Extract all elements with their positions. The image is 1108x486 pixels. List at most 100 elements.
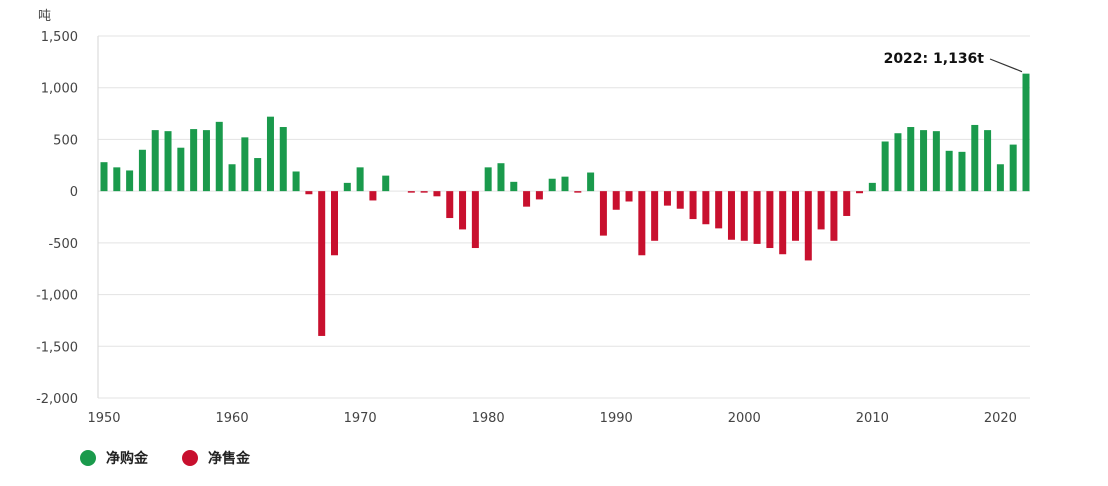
x-tick-label: 2010 bbox=[856, 411, 889, 426]
bar-2021 bbox=[1009, 144, 1017, 192]
bar-1988 bbox=[587, 172, 595, 192]
y-tick-label: -2,000 bbox=[36, 392, 78, 407]
bar-1978 bbox=[459, 191, 467, 230]
bar-2015 bbox=[932, 131, 940, 192]
bar-1952 bbox=[126, 170, 134, 192]
bar-1967 bbox=[318, 191, 326, 336]
y-tick-label: -1,500 bbox=[36, 340, 78, 355]
bar-2014 bbox=[920, 130, 928, 192]
bars bbox=[100, 73, 1030, 336]
bar-2006 bbox=[817, 191, 825, 230]
bar-1975 bbox=[420, 191, 428, 193]
bar-2004 bbox=[792, 191, 799, 241]
bar-1950 bbox=[100, 162, 108, 192]
legend: 净购金 净售金 bbox=[80, 448, 250, 468]
bar-1966 bbox=[305, 191, 313, 195]
legend-label-net-purchase: 净购金 bbox=[106, 451, 148, 467]
bar-1982 bbox=[510, 181, 518, 192]
bar-2009 bbox=[856, 191, 864, 194]
bar-1965 bbox=[292, 171, 300, 192]
bar-2020 bbox=[996, 164, 1004, 192]
bar-1964 bbox=[279, 127, 287, 192]
bar-2019 bbox=[984, 130, 992, 192]
bar-1954 bbox=[151, 130, 159, 192]
bar-1955 bbox=[164, 131, 172, 192]
bar-1992 bbox=[638, 191, 646, 256]
bar-1972 bbox=[382, 175, 390, 192]
bar-2002 bbox=[766, 191, 774, 249]
bar-1960 bbox=[228, 164, 236, 192]
bar-2008 bbox=[843, 191, 851, 216]
bar-1970 bbox=[356, 167, 364, 192]
bar-1959 bbox=[215, 121, 223, 192]
bar-2007 bbox=[830, 191, 838, 241]
legend-item-net-sale: 净售金 bbox=[182, 448, 250, 468]
bar-1984 bbox=[535, 191, 543, 200]
y-tick-label: -500 bbox=[48, 237, 78, 252]
x-tick-label: 2000 bbox=[728, 411, 761, 426]
bar-1981 bbox=[497, 163, 505, 192]
bar-1962 bbox=[254, 158, 262, 192]
bar-1993 bbox=[651, 191, 659, 241]
bar-2016 bbox=[945, 150, 953, 192]
bar-2013 bbox=[907, 127, 915, 192]
x-tick-label: 1950 bbox=[87, 411, 120, 426]
bar-1953 bbox=[138, 149, 146, 192]
x-axis-ticks: 1950 1960 1970 1980 1990 2000 2010 2020 bbox=[87, 411, 1016, 426]
y-axis-unit: 吨 bbox=[38, 9, 51, 24]
bar-1971 bbox=[369, 191, 377, 201]
bar-1986 bbox=[561, 176, 569, 192]
y-tick-label: -1,000 bbox=[36, 289, 78, 304]
legend-dot-green bbox=[80, 450, 96, 466]
y-tick-label: 500 bbox=[53, 133, 78, 148]
bar-1956 bbox=[177, 147, 185, 192]
bar-1958 bbox=[202, 130, 210, 192]
bar-1977 bbox=[446, 191, 454, 219]
bar-1969 bbox=[343, 182, 351, 192]
bar-1995 bbox=[676, 191, 684, 209]
x-tick-label: 2020 bbox=[984, 411, 1017, 426]
bar-1987 bbox=[574, 191, 582, 193]
x-tick-label: 1980 bbox=[472, 411, 505, 426]
x-tick-label: 1960 bbox=[216, 411, 249, 426]
bar-1991 bbox=[625, 191, 633, 202]
bar-2000 bbox=[740, 191, 748, 241]
bar-1963 bbox=[266, 116, 274, 192]
x-tick-label: 1970 bbox=[344, 411, 377, 426]
bar-2001 bbox=[753, 191, 761, 244]
bar-1974 bbox=[407, 191, 415, 193]
bar-2018 bbox=[971, 124, 979, 192]
bar-2003 bbox=[779, 191, 787, 255]
y-axis-ticks: 1,500 1,000 500 0 -500 -1,000 -1,500 -2,000 bbox=[36, 30, 78, 407]
bar-2012 bbox=[894, 133, 902, 192]
bar-1997 bbox=[702, 191, 710, 225]
bar-1999 bbox=[727, 191, 735, 240]
bar-1980 bbox=[484, 167, 492, 192]
bar-1951 bbox=[113, 167, 121, 192]
bar-2010 bbox=[868, 182, 876, 192]
bar-1979 bbox=[471, 191, 479, 249]
bar-1994 bbox=[663, 191, 671, 206]
bar-1998 bbox=[715, 191, 723, 229]
bar-1985 bbox=[548, 178, 556, 192]
annotation-leader-line bbox=[989, 58, 1023, 73]
bar-1968 bbox=[331, 191, 338, 256]
y-tick-label: 1,500 bbox=[41, 30, 78, 45]
annotation: 2022: 1,136t bbox=[884, 51, 1023, 73]
y-tick-label: 1,000 bbox=[41, 82, 78, 97]
bar-2005 bbox=[804, 191, 812, 261]
legend-item-net-purchase: 净购金 bbox=[80, 448, 148, 468]
bar-1976 bbox=[433, 191, 441, 197]
annotation-label: 2022: 1,136t bbox=[884, 51, 985, 67]
bar-1961 bbox=[241, 137, 249, 192]
bar-1990 bbox=[612, 191, 620, 210]
legend-label-net-sale: 净售金 bbox=[208, 451, 250, 467]
y-tick-label: 0 bbox=[70, 185, 78, 200]
legend-dot-red bbox=[182, 450, 198, 466]
bar-1989 bbox=[599, 191, 607, 236]
bar-1996 bbox=[689, 191, 697, 220]
bar-2017 bbox=[958, 151, 966, 192]
bar-2011 bbox=[881, 141, 889, 192]
bar-1983 bbox=[523, 191, 531, 207]
